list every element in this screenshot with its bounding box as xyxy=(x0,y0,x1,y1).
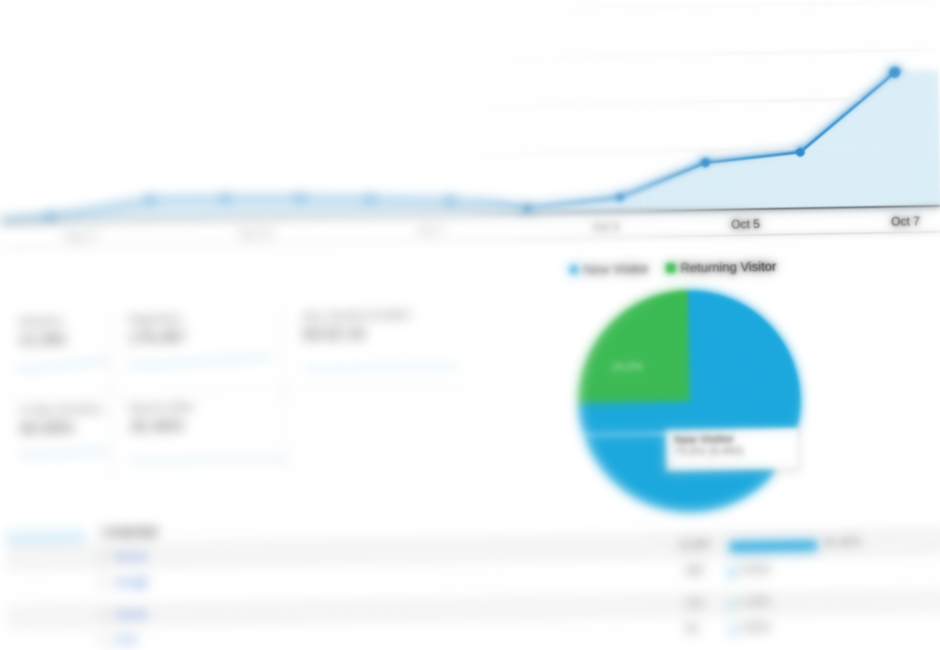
svg-text:Oct 7: Oct 7 xyxy=(891,214,920,229)
svg-text:24.2%: 24.2% xyxy=(611,361,643,374)
svg-text:Oct 3: Oct 3 xyxy=(592,221,619,233)
svg-text:Sep 27: Sep 27 xyxy=(63,230,98,243)
svg-text:Oct 5: Oct 5 xyxy=(731,217,760,232)
svg-text:Oct 1: Oct 1 xyxy=(417,224,444,236)
svg-text:Sep 29: Sep 29 xyxy=(238,227,273,240)
